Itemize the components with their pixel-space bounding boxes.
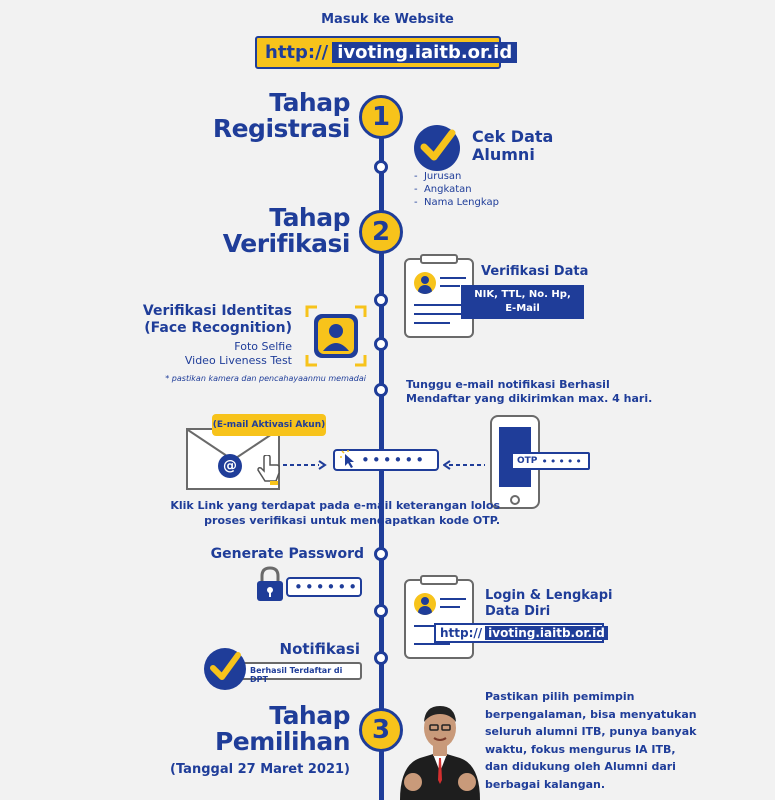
header-url-domain: ivoting.iaitb.or.id bbox=[332, 42, 518, 63]
list-item: - Nama Lengkap bbox=[414, 197, 499, 208]
cek-data-title: Cek Data Alumni bbox=[472, 128, 553, 164]
step2-number: 2 bbox=[359, 210, 403, 254]
timeline-dot-3 bbox=[374, 337, 388, 351]
login-url-prefix: http:// bbox=[440, 626, 483, 640]
otp-sms-dots: ••••• bbox=[541, 454, 584, 468]
notif-badge-box: Berhasil Terdaftar di DPT bbox=[234, 662, 362, 684]
email-wait-line1: Tunggu e-mail notifikasi Berhasil bbox=[406, 378, 610, 391]
otp-code-input[interactable]: •••••• bbox=[333, 449, 439, 471]
identity-line2: Video Liveness Test bbox=[184, 354, 292, 367]
cek-data-line1: Cek Data bbox=[472, 127, 554, 146]
election-date: (Tanggal 27 Maret 2021) bbox=[170, 762, 350, 777]
verif-data-line1: NIK, TTL, No. Hp, bbox=[474, 289, 571, 300]
step3-title: Tahap Pemilihan bbox=[200, 701, 351, 756]
login-title-line2: Data Diri bbox=[485, 604, 551, 619]
verif-data-title: Verifikasi Data bbox=[481, 264, 589, 279]
otp-sms-box: OTP ••••• bbox=[511, 452, 590, 470]
message-line: dan didukung oleh Alumni dari bbox=[485, 760, 676, 773]
cek-data-line2: Alumni bbox=[472, 145, 535, 164]
login-title-line1: Login & Lengkapi bbox=[485, 588, 613, 603]
check-icon bbox=[414, 125, 460, 171]
check-icon bbox=[204, 648, 246, 690]
step1-title-line1: Tahap bbox=[269, 88, 350, 117]
step1-number: 1 bbox=[359, 95, 403, 139]
notif-badge-text: Berhasil Terdaftar di DPT bbox=[250, 666, 343, 684]
step3-title-line2: Pemilihan bbox=[214, 727, 351, 756]
timeline-dot-4 bbox=[374, 383, 388, 397]
password-field[interactable]: •••••• bbox=[286, 577, 362, 597]
generate-password-title: Generate Password bbox=[210, 546, 364, 562]
cursor-click-icon bbox=[340, 450, 358, 468]
login-card-icon bbox=[404, 575, 474, 659]
step2-title-line2: Verifikasi bbox=[222, 229, 351, 258]
header-url-box[interactable]: http:// ivoting.iaitb.or.id bbox=[255, 36, 518, 69]
email-activation-badge: (E-mail Aktivasi Akun) bbox=[212, 414, 326, 436]
email-wait-line2: Mendaftar yang dikirimkan max. 4 hari. bbox=[406, 392, 653, 405]
timeline-dot-6 bbox=[374, 604, 388, 618]
email-wait-text: Tunggu e-mail notifikasi Berhasil Mendaf… bbox=[406, 378, 652, 406]
timeline-dot-2 bbox=[374, 293, 388, 307]
timeline-dot-1 bbox=[374, 160, 388, 174]
step2-title: Tahap Verifikasi bbox=[200, 203, 351, 258]
login-url-box[interactable]: http:// ivoting.iaitb.or.id bbox=[434, 623, 608, 643]
otp-label: OTP bbox=[517, 456, 538, 466]
step1-title-line2: Registrasi bbox=[212, 114, 351, 143]
otp-instruction: Klik Link yang terdapat pada e-mail kete… bbox=[150, 498, 500, 528]
verif-data-line2: E-Mail bbox=[505, 303, 540, 314]
notif-title: Notifikasi bbox=[279, 640, 360, 658]
password-dots: •••••• bbox=[294, 577, 360, 596]
verif-data-badge: NIK, TTL, No. Hp, E-Mail bbox=[461, 285, 584, 319]
identity-title: Verifikasi Identitas (Face Recognition) bbox=[130, 303, 292, 337]
login-title: Login & Lengkapi Data Diri bbox=[485, 588, 612, 620]
dashed-arrow-left bbox=[442, 455, 485, 470]
step3-number: 3 bbox=[359, 708, 403, 752]
message-line: berpengalaman, bisa menyatukan bbox=[485, 707, 697, 721]
message-line: waktu, fokus mengurus IA ITB, bbox=[485, 742, 676, 756]
verif-data-card-icon bbox=[404, 254, 474, 338]
otp-code-dots: •••••• bbox=[361, 450, 427, 469]
list-item: - Jurusan bbox=[414, 171, 462, 182]
identity-title-line1: Verifikasi Identitas bbox=[142, 303, 292, 319]
step2-title-line1: Tahap bbox=[269, 203, 350, 232]
dashed-arrow-right bbox=[283, 455, 327, 470]
message-line: seluruh alumni ITB, punya banyak bbox=[485, 725, 697, 738]
message-line: berbagai kalangan. bbox=[485, 777, 606, 791]
step1-title: Tahap Registrasi bbox=[200, 88, 351, 143]
identity-line1: Foto Selfie bbox=[234, 340, 292, 353]
face-recognition-icon bbox=[305, 305, 367, 367]
intro-text: Masuk ke Website bbox=[321, 12, 454, 27]
step3-title-line1: Tahap bbox=[269, 701, 350, 730]
identity-title-line2: (Face Recognition) bbox=[144, 320, 292, 336]
message-line: Pastikan pilih pemimpin bbox=[485, 690, 635, 703]
timeline-dot-5 bbox=[374, 547, 388, 561]
pointer-hand-icon bbox=[256, 454, 282, 485]
login-url-domain: ivoting.iaitb.or.id bbox=[485, 626, 608, 640]
lock-icon bbox=[255, 566, 285, 602]
otp-instruction-line1: Klik Link yang terdapat pada e-mail kete… bbox=[170, 499, 500, 512]
alumni-data-list: - Jurusan - Angkatan - Nama Lengkap bbox=[414, 170, 499, 209]
identity-note: * pastikan kamera dan pencahayaanmu mema… bbox=[165, 374, 366, 383]
closing-message: Pastikan pilih pemimpin berpengalaman, b… bbox=[485, 688, 697, 793]
header-url-prefix: http:// bbox=[265, 42, 329, 63]
candidate-photo bbox=[395, 690, 485, 800]
list-item: - Angkatan bbox=[414, 184, 472, 195]
at-icon: @ bbox=[218, 454, 242, 478]
otp-instruction-line2: proses verifikasi untuk mendapatkan kode… bbox=[204, 514, 500, 527]
timeline-dot-7 bbox=[374, 651, 388, 665]
identity-details: Foto Selfie Video Liveness Test bbox=[150, 340, 292, 368]
